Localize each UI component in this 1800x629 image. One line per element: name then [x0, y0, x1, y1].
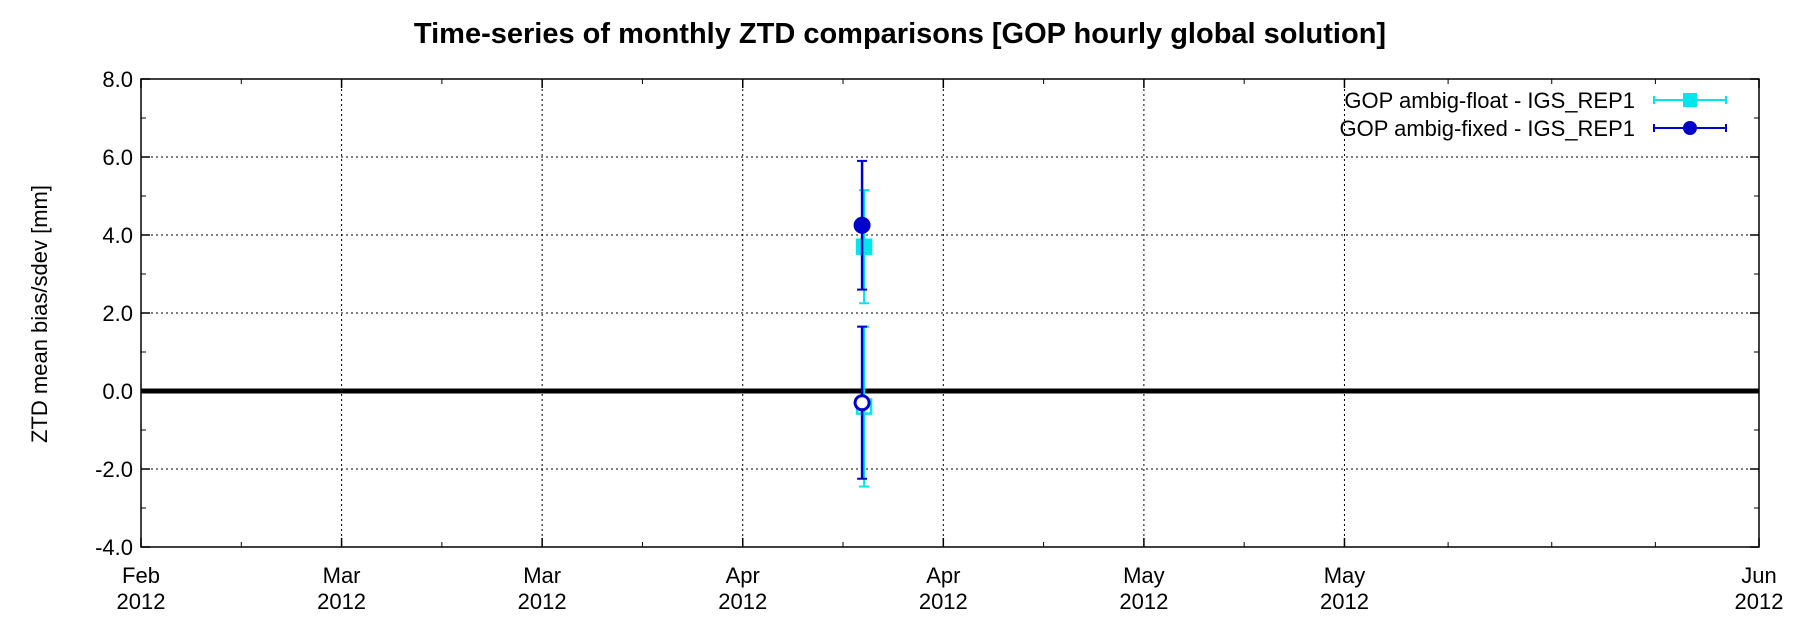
- x-tick-label-month: May: [1324, 563, 1366, 588]
- legend-label: GOP ambig-float - IGS_REP1: [1344, 88, 1635, 113]
- data-point-circle: [853, 394, 871, 412]
- x-tick-label-month: Jun: [1741, 563, 1776, 588]
- y-tick-label: -4.0: [95, 535, 133, 560]
- x-tick-label-year: 2012: [1119, 589, 1168, 614]
- x-tick-label-year: 2012: [1735, 589, 1784, 614]
- x-tick-label-month: Mar: [523, 563, 561, 588]
- y-tick-label: 2.0: [102, 301, 133, 326]
- legend-label: GOP ambig-fixed - IGS_REP1: [1340, 116, 1636, 141]
- x-tick-label-month: Apr: [926, 563, 960, 588]
- data-point-square: [855, 238, 873, 255]
- x-tick-label-year: 2012: [317, 589, 366, 614]
- y-tick-label: 4.0: [102, 223, 133, 248]
- x-tick-label-year: 2012: [919, 589, 968, 614]
- y-tick-label: 0.0: [102, 379, 133, 404]
- x-tick-label-year: 2012: [117, 589, 166, 614]
- x-tick-label-month: Mar: [323, 563, 361, 588]
- x-tick-label-year: 2012: [1320, 589, 1369, 614]
- x-tick-label-year: 2012: [518, 589, 567, 614]
- x-tick-label-month: Feb: [122, 563, 160, 588]
- y-tick-label: 6.0: [102, 145, 133, 170]
- chart-title: Time-series of monthly ZTD comparisons […: [413, 18, 1387, 50]
- x-tick-label-month: Apr: [726, 563, 760, 588]
- legend-marker-circle: [1683, 121, 1697, 135]
- legend-marker-square: [1683, 93, 1697, 107]
- x-tick-label-month: May: [1123, 563, 1165, 588]
- x-tick-label-year: 2012: [718, 589, 767, 614]
- y-tick-label: -2.0: [95, 457, 133, 482]
- plot-frame: [140, 78, 1760, 548]
- y-tick-label: 8.0: [102, 67, 133, 92]
- data-point-circle: [853, 216, 871, 234]
